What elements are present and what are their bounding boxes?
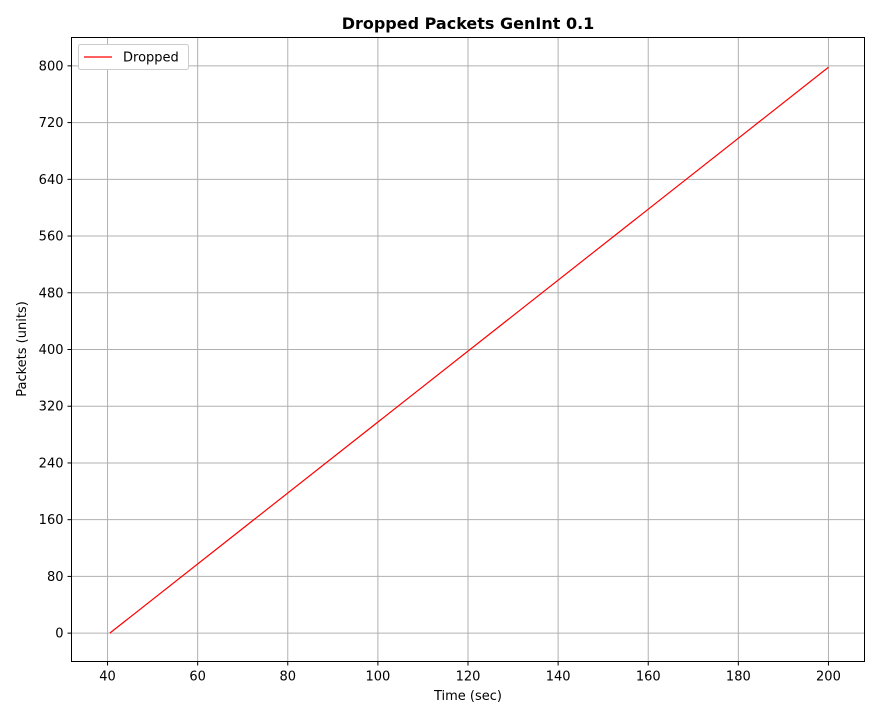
x-tick-label: 40 xyxy=(99,670,116,685)
y-tick-label: 240 xyxy=(39,456,64,471)
x-tick-label: 200 xyxy=(816,670,841,685)
series-line-dropped xyxy=(109,66,829,634)
x-tick-label: 100 xyxy=(365,670,390,685)
y-tick-label: 320 xyxy=(39,400,64,415)
y-tick-label: 400 xyxy=(39,343,64,358)
legend: Dropped xyxy=(78,44,189,70)
x-tick-label: 140 xyxy=(546,670,571,685)
y-axis-label: Packets (units) xyxy=(15,301,30,397)
legend-box xyxy=(78,44,189,70)
x-axis-label: Time (sec) xyxy=(433,689,502,704)
x-tick-label: 60 xyxy=(189,670,206,685)
y-tick-label: 560 xyxy=(39,230,64,245)
y-ticks: 0 80 160 240 320 400 480 560 640 720 800 xyxy=(39,59,72,642)
x-tick-label: 180 xyxy=(726,670,751,685)
y-tick-label: 80 xyxy=(47,570,64,585)
y-tick-label: 480 xyxy=(39,286,64,301)
x-tick-label: 80 xyxy=(279,670,296,685)
y-tick-label: 720 xyxy=(39,116,64,131)
x-ticks: 40 60 80 100 120 140 160 180 200 xyxy=(99,661,841,685)
y-tick-label: 640 xyxy=(39,173,64,188)
y-tick-label: 160 xyxy=(39,513,64,528)
grid xyxy=(71,37,865,662)
series-layer xyxy=(109,66,829,634)
chart-title: Dropped Packets GenInt 0.1 xyxy=(342,14,595,33)
x-tick-label: 120 xyxy=(456,670,481,685)
x-tick-label: 160 xyxy=(636,670,661,685)
legend-label-dropped: Dropped xyxy=(123,51,179,66)
y-tick-label: 0 xyxy=(55,627,63,642)
y-tick-label: 800 xyxy=(39,59,64,74)
